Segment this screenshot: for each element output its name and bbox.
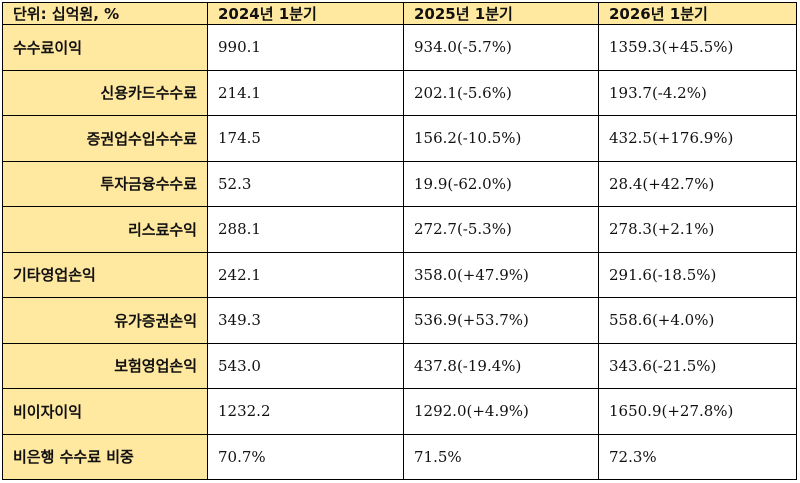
row-label: 리스료수익 xyxy=(2,206,208,253)
cell: 343.6(-21.5%) xyxy=(598,342,797,389)
table-row: 비이자이익 1232.2 1292.0(+4.9%) 1650.9(+27.8%) xyxy=(2,388,797,435)
row-label: 투자금융수수료 xyxy=(2,160,208,207)
cell: 174.5 xyxy=(207,115,404,162)
header-cell: 단위: 십억원, % xyxy=(2,2,208,25)
cell: 28.4(+42.7%) xyxy=(598,160,797,207)
cell: 71.5% xyxy=(403,433,599,480)
cell: 19.9(-62.0%) xyxy=(403,160,599,207)
table-body: 수수료이익 990.1 934.0(-5.7%) 1359.3(+45.5%) 신용카드… xyxy=(2,24,797,480)
row-label: 유가증권손익 xyxy=(2,297,208,344)
cell: 543.0 xyxy=(207,342,404,389)
row-label: 비이자이익 xyxy=(2,388,208,435)
table-row: 수수료이익 990.1 934.0(-5.7%) 1359.3(+45.5%) xyxy=(2,24,797,71)
cell: 1650.9(+27.8%) xyxy=(598,388,797,435)
cell: 432.5(+176.9%) xyxy=(598,115,797,162)
cell: 1232.2 xyxy=(207,388,404,435)
row-label: 보험영업손익 xyxy=(2,342,208,389)
cell: 536.9(+53.7%) xyxy=(403,297,599,344)
cell: 70.7% xyxy=(207,433,404,480)
row-label: 비은행 수수료 비중 xyxy=(2,433,208,480)
cell: 1359.3(+45.5%) xyxy=(598,24,797,71)
cell: 358.0(+47.9%) xyxy=(403,251,599,298)
table-row: 신용카드수수료 214.1 202.1(-5.6%) 193.7(-4.2%) xyxy=(2,69,797,116)
table-row: 유가증권손익 349.3 536.9(+53.7%) 558.6(+4.0%) xyxy=(2,297,797,344)
table-row: 투자금융수수료 52.3 19.9(-62.0%) 28.4(+42.7%) xyxy=(2,160,797,207)
table-row: 증권업수입수수료 174.5 156.2(-10.5%) 432.5(+176.9%) xyxy=(2,115,797,162)
cell: 52.3 xyxy=(207,160,404,207)
cell: 193.7(-4.2%) xyxy=(598,69,797,116)
header-cell: 2025년 1분기 xyxy=(403,2,599,25)
cell: 291.6(-18.5%) xyxy=(598,251,797,298)
header-row: 단위: 십억원, % 2024년 1분기 2025년 1분기 2026년 1분기 xyxy=(2,2,797,25)
row-label: 기타영업손익 xyxy=(2,251,208,298)
row-label: 신용카드수수료 xyxy=(2,69,208,116)
cell: 202.1(-5.6%) xyxy=(403,69,599,116)
row-label: 수수료이익 xyxy=(2,24,208,71)
table-row: 보험영업손익 543.0 437.8(-19.4%) 343.6(-21.5%) xyxy=(2,342,797,389)
table-row: 리스료수익 288.1 272.7(-5.3%) 278.3(+2.1%) xyxy=(2,206,797,253)
cell: 278.3(+2.1%) xyxy=(598,206,797,253)
header-cell: 2026년 1분기 xyxy=(598,2,797,25)
cell: 156.2(-10.5%) xyxy=(403,115,599,162)
header-cell: 2024년 1분기 xyxy=(207,2,404,25)
cell: 272.7(-5.3%) xyxy=(403,206,599,253)
cell: 214.1 xyxy=(207,69,404,116)
cell: 242.1 xyxy=(207,251,404,298)
cell: 558.6(+4.0%) xyxy=(598,297,797,344)
cell: 990.1 xyxy=(207,24,404,71)
cell: 1292.0(+4.9%) xyxy=(403,388,599,435)
cell: 349.3 xyxy=(207,297,404,344)
cell: 288.1 xyxy=(207,206,404,253)
table-row: 기타영업손익 242.1 358.0(+47.9%) 291.6(-18.5%) xyxy=(2,251,797,298)
cell: 72.3% xyxy=(598,433,797,480)
cell: 934.0(-5.7%) xyxy=(403,24,599,71)
row-label: 증권업수입수수료 xyxy=(2,115,208,162)
cell: 437.8(-19.4%) xyxy=(403,342,599,389)
table-row: 비은행 수수료 비중 70.7% 71.5% 72.3% xyxy=(2,433,797,480)
